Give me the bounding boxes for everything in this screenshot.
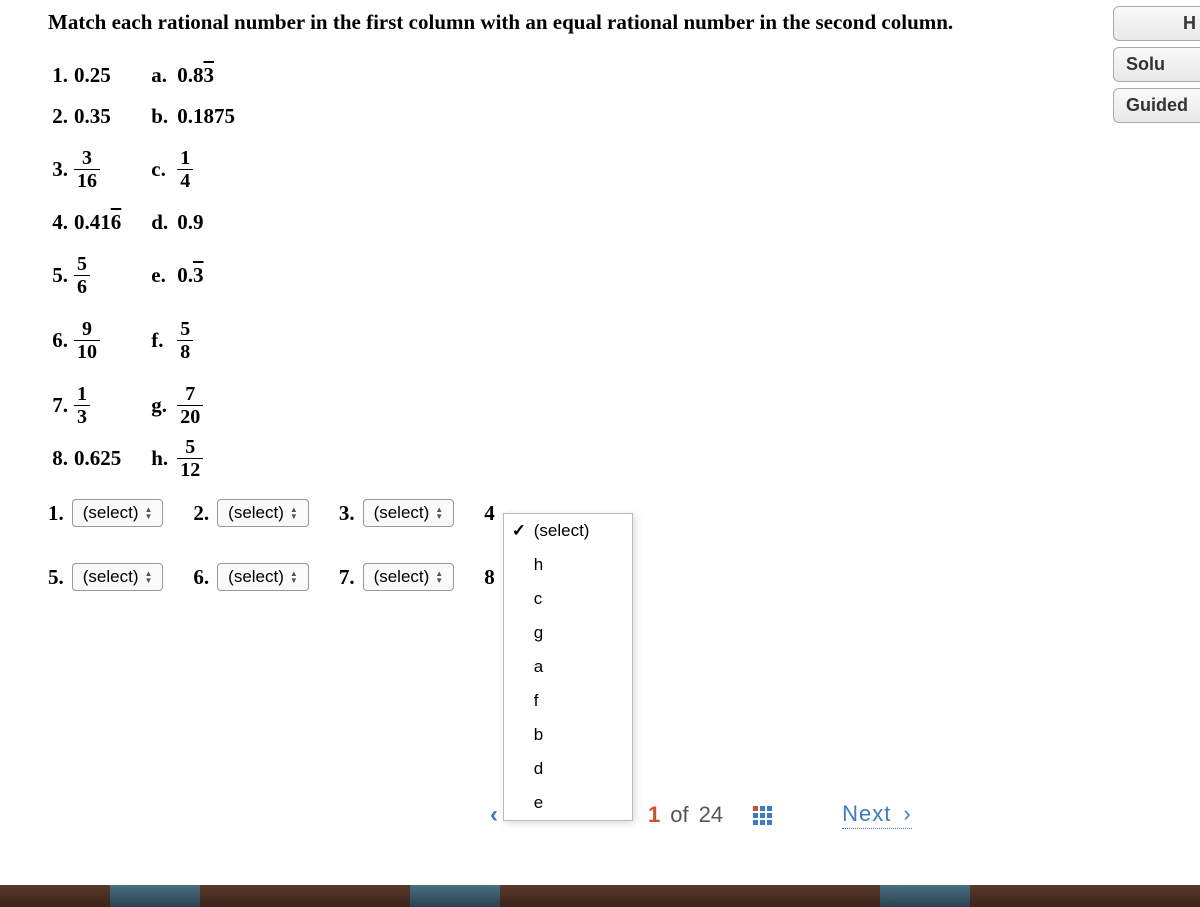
answer-select-3: 3. (select)▲▼	[339, 499, 454, 527]
dropdown-option[interactable]: f	[504, 684, 632, 718]
left-item-5: 5. 56	[48, 243, 121, 308]
pager-status: 1 of 24	[648, 802, 723, 828]
left-item-2: 2. 0.35	[48, 96, 121, 137]
item-label: h.	[151, 446, 171, 471]
item-label: c.	[151, 157, 171, 182]
item-label: b.	[151, 104, 171, 129]
dropdown-menu[interactable]: (select)hcgafbde	[503, 513, 633, 821]
right-column: a. 0.83b. 0.1875c. 14d. 0.9e. 0.3f. 58g.…	[151, 55, 235, 479]
spinner-icon: ▲▼	[144, 570, 152, 584]
select-box[interactable]: (select)▲▼	[217, 563, 309, 591]
left-item-7: 7. 13	[48, 373, 121, 438]
item-label: 2.	[48, 104, 68, 129]
dropdown-option[interactable]: b	[504, 718, 632, 752]
item-label: e.	[151, 263, 171, 288]
dropdown-option[interactable]: g	[504, 616, 632, 650]
answer-select-1: 1. (select)▲▼	[48, 499, 163, 527]
spinner-icon: ▲▼	[290, 570, 298, 584]
pager-next-button[interactable]: Next ›	[842, 801, 912, 829]
answer-select-2: 2. (select)▲▼	[193, 499, 308, 527]
selects-area: 1.(select)▲▼2.(select)▲▼3.(select)▲▼4(se…	[48, 499, 1152, 591]
right-item-e: e. 0.3	[151, 243, 235, 308]
side-button-h[interactable]: H	[1113, 6, 1200, 41]
answer-select-4: 4(select)hcgafbde	[484, 499, 503, 527]
item-label: 7.	[48, 393, 68, 418]
select-label: 2.	[193, 501, 209, 526]
side-buttons: H Solu Guided	[1113, 6, 1200, 123]
item-label: 5.	[48, 263, 68, 288]
select-label: 1.	[48, 501, 64, 526]
pager-next-label: Next	[842, 801, 891, 827]
dropdown-option[interactable]: h	[504, 548, 632, 582]
right-item-d: d. 0.9	[151, 202, 235, 243]
left-item-3: 3. 316	[48, 137, 121, 202]
answer-select-7: 7. (select)▲▼	[339, 563, 454, 591]
select-box[interactable]: (select)▲▼	[217, 499, 309, 527]
right-item-h: h. 512	[151, 438, 235, 479]
item-label: 1.	[48, 63, 68, 88]
right-item-c: c. 14	[151, 137, 235, 202]
select-box[interactable]: (select)▲▼	[72, 563, 164, 591]
left-item-1: 1. 0.25	[48, 55, 121, 96]
pager-prev-button[interactable]: ‹	[490, 801, 498, 829]
spinner-icon: ▲▼	[290, 506, 298, 520]
item-label: f.	[151, 328, 171, 353]
pager-of: of	[670, 802, 688, 828]
dropdown-option[interactable]: d	[504, 752, 632, 786]
pager-current: 1	[648, 802, 660, 828]
spinner-icon: ▲▼	[144, 506, 152, 520]
item-label: 3.	[48, 157, 68, 182]
select-box[interactable]: (select)▲▼	[363, 563, 455, 591]
select-label: 6.	[193, 565, 209, 590]
side-button-guided[interactable]: Guided	[1113, 88, 1200, 123]
left-item-8: 8. 0.625	[48, 438, 121, 479]
item-label: g.	[151, 393, 171, 418]
item-label: d.	[151, 210, 171, 235]
side-button-solution[interactable]: Solu	[1113, 47, 1200, 82]
spinner-icon: ▲▼	[435, 506, 443, 520]
select-label: 3.	[339, 501, 355, 526]
left-item-4: 4. 0.416	[48, 202, 121, 243]
right-item-g: g. 720	[151, 373, 235, 438]
right-item-b: b. 0.1875	[151, 96, 235, 137]
chevron-right-icon: ›	[903, 801, 911, 827]
left-item-6: 6. 910	[48, 308, 121, 373]
item-label: 4.	[48, 210, 68, 235]
instruction-text: Match each rational number in the first …	[48, 10, 1152, 35]
grid-view-icon[interactable]	[753, 806, 772, 825]
right-item-a: a. 0.83	[151, 55, 235, 96]
bottom-decoration	[0, 885, 1200, 907]
right-item-f: f. 58	[151, 308, 235, 373]
item-label: a.	[151, 63, 171, 88]
answer-select-5: 5. (select)▲▼	[48, 563, 163, 591]
item-label: 6.	[48, 328, 68, 353]
select-label: 5.	[48, 565, 64, 590]
left-column: 1. 0.252. 0.353. 3164. 0.4165. 566. 9107…	[48, 55, 121, 479]
select-label: 8	[484, 565, 495, 590]
dropdown-option[interactable]: (select)	[504, 514, 632, 548]
dropdown-option[interactable]: e	[504, 786, 632, 820]
select-label: 7.	[339, 565, 355, 590]
dropdown-option[interactable]: a	[504, 650, 632, 684]
select-box[interactable]: (select)▲▼	[363, 499, 455, 527]
spinner-icon: ▲▼	[435, 570, 443, 584]
pager-total: 24	[699, 802, 723, 828]
dropdown-option[interactable]: c	[504, 582, 632, 616]
item-label: 8.	[48, 446, 68, 471]
answer-select-6: 6. (select)▲▼	[193, 563, 308, 591]
select-box[interactable]: (select)▲▼	[72, 499, 164, 527]
select-label: 4	[484, 501, 495, 526]
